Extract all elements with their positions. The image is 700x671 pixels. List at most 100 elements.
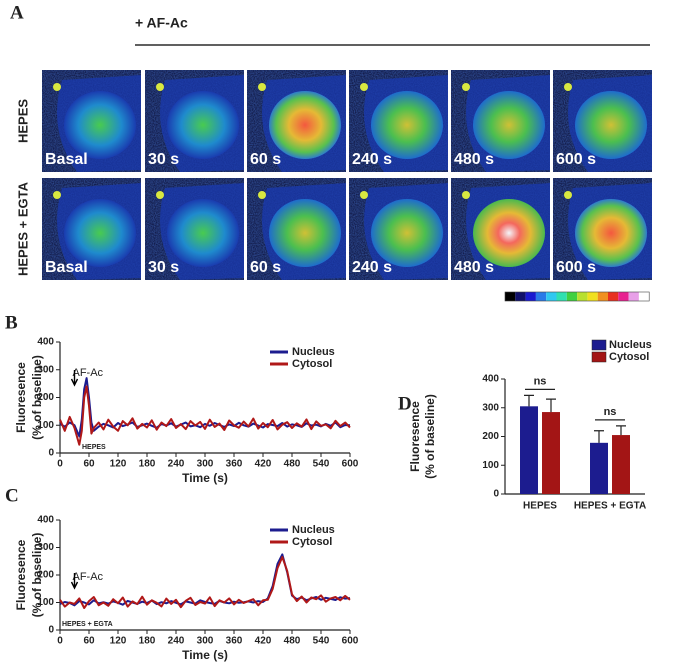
- colorbar-step: [618, 292, 629, 301]
- x-tick-label: 600: [342, 636, 359, 647]
- time-label: 480 s: [454, 151, 494, 168]
- cell: [64, 91, 136, 159]
- x-tick-label: 180: [139, 459, 156, 470]
- micrograph: 60 s: [247, 70, 346, 172]
- row-label: HEPES + EGTA: [15, 181, 30, 276]
- vesicle: [564, 83, 572, 91]
- cell: [269, 91, 341, 159]
- time-label: 60 s: [250, 259, 281, 276]
- vesicle: [360, 83, 368, 91]
- y-tick-label: 0: [48, 625, 54, 636]
- series-line: [59, 556, 351, 609]
- bar: [520, 406, 538, 494]
- x-tick-label: 120: [110, 459, 127, 470]
- colorbar-frame: [504, 291, 650, 302]
- arrow: [70, 370, 79, 387]
- micrograph: 240 s: [349, 178, 448, 280]
- time-label: 60 s: [250, 151, 281, 168]
- legend-label: Cytosol: [292, 536, 332, 548]
- colorbar-step: [535, 292, 547, 301]
- vesicle: [462, 83, 470, 91]
- significance-label: ns: [604, 406, 617, 418]
- x-tick-label: 360: [226, 459, 243, 470]
- x-tick-label: 180: [139, 636, 156, 647]
- colorbar-step: [556, 292, 567, 301]
- x-tick-label: 300: [197, 459, 214, 470]
- x-tick-label: HEPES: [523, 501, 557, 512]
- series-line: [59, 553, 351, 607]
- panel-label: C: [5, 485, 19, 506]
- cell: [371, 199, 443, 267]
- vesicle: [564, 191, 572, 199]
- vesicle: [53, 191, 61, 199]
- colorbar-step: [515, 292, 526, 301]
- image-grid: Basal 30 s 60 s 240 s 480 s 600 s Basal 30 s 60 …: [42, 70, 652, 280]
- y-tick-label: 0: [48, 448, 54, 459]
- micrograph: 480 s: [451, 178, 550, 280]
- x-tick-label: 480: [284, 459, 301, 470]
- y-tick-label: 400: [482, 374, 499, 385]
- y-tick-label: 300: [482, 402, 499, 413]
- y-tick-label: 300: [37, 364, 54, 375]
- colorbar-step: [525, 292, 536, 301]
- vesicle: [258, 191, 266, 199]
- legend-swatch: [591, 351, 607, 363]
- legend-label: Cytosol: [609, 351, 649, 363]
- cell: [269, 199, 341, 267]
- time-label: 480 s: [454, 259, 494, 276]
- time-label: 600 s: [556, 259, 596, 276]
- error-bar: [616, 425, 626, 436]
- error-bar: [546, 398, 556, 413]
- vesicle: [156, 83, 164, 91]
- cell: [167, 199, 239, 267]
- colorbar-step: [587, 292, 598, 301]
- cell: [64, 199, 136, 267]
- vesicle: [258, 83, 266, 91]
- micrograph: 240 s: [349, 70, 448, 172]
- y-axis-label: (% of baseline): [30, 533, 44, 618]
- y-tick-label: 200: [37, 570, 54, 581]
- legend-label: Cytosol: [292, 358, 332, 370]
- x-tick-label: 420: [255, 636, 272, 647]
- legend-swatch: [591, 339, 607, 351]
- y-tick-label: 100: [482, 460, 499, 471]
- bar: [612, 435, 630, 494]
- time-label: 30 s: [148, 151, 179, 168]
- series-line: [59, 385, 351, 446]
- y-tick-label: 300: [37, 542, 54, 553]
- y-tick-label: 100: [37, 420, 54, 431]
- arrow: [70, 573, 79, 590]
- x-tick-label: 240: [168, 636, 185, 647]
- micrograph: Basal: [42, 178, 141, 280]
- cell: [575, 199, 647, 267]
- error-bar: [594, 430, 604, 443]
- y-tick-label: 400: [37, 515, 54, 526]
- x-tick-label: 120: [110, 636, 127, 647]
- x-tick-label: 480: [284, 636, 301, 647]
- cell: [473, 199, 545, 267]
- time-label: 240 s: [352, 259, 392, 276]
- x-tick-label: 240: [168, 459, 185, 470]
- y-tick-label: 100: [37, 597, 54, 608]
- micrograph: 480 s: [451, 70, 550, 172]
- legend-label: Nucleus: [292, 346, 335, 358]
- cell: [575, 91, 647, 159]
- time-label: 30 s: [148, 259, 179, 276]
- vesicle: [360, 191, 368, 199]
- panel-label: D: [398, 393, 412, 414]
- y-axis-label: Fluoresence: [14, 362, 28, 433]
- cell: [371, 91, 443, 159]
- micrograph: 60 s: [247, 178, 346, 280]
- y-axis-label: Fluoresence: [14, 539, 28, 610]
- y-tick-label: 200: [482, 431, 499, 442]
- annotation: AF-Ac: [73, 571, 104, 583]
- vesicle: [156, 191, 164, 199]
- annotation: HEPES + EGTA: [62, 621, 113, 628]
- colorbar: [504, 291, 650, 302]
- colorbar-step: [628, 292, 639, 301]
- colorbar-step: [546, 292, 557, 301]
- micrograph: Basal: [42, 70, 141, 172]
- time-label: 600 s: [556, 151, 596, 168]
- x-axis-label: Time (s): [182, 648, 228, 662]
- colorbar-step: [608, 292, 619, 301]
